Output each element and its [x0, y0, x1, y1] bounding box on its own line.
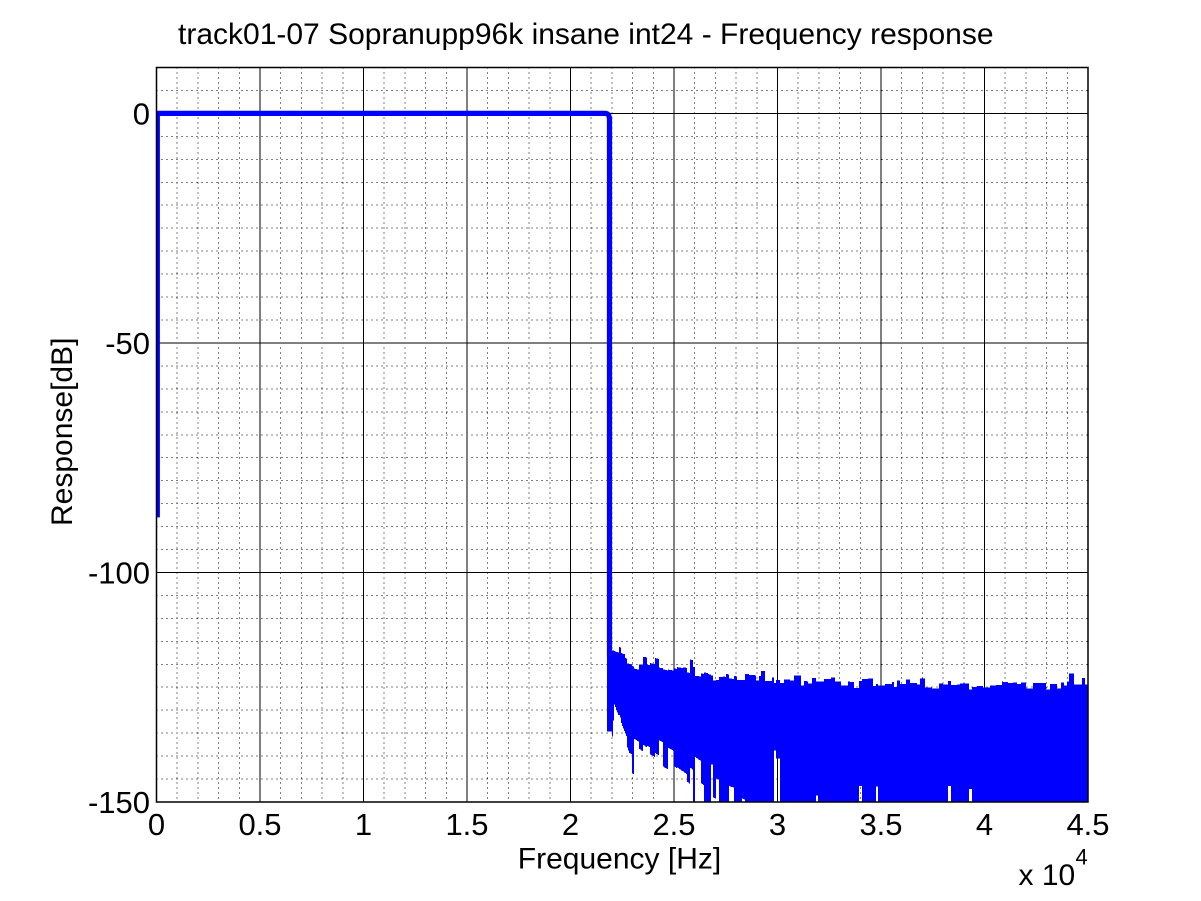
svg-text:-50: -50 — [105, 326, 150, 361]
svg-text:2: 2 — [562, 807, 579, 842]
svg-text:track01-07 Sopranupp96k insane: track01-07 Sopranupp96k insane int24 - F… — [178, 18, 994, 51]
svg-text:3: 3 — [769, 807, 786, 842]
svg-text:-150: -150 — [88, 785, 150, 820]
svg-text:4: 4 — [1076, 845, 1088, 870]
svg-text:Frequency [Hz]: Frequency [Hz] — [518, 843, 721, 876]
svg-text:2.5: 2.5 — [652, 807, 695, 842]
svg-text:3.5: 3.5 — [859, 807, 902, 842]
svg-text:Response[dB]: Response[dB] — [46, 338, 79, 526]
svg-text:0: 0 — [133, 96, 150, 131]
svg-text:4: 4 — [976, 807, 993, 842]
svg-text:1: 1 — [355, 807, 372, 842]
svg-text:x 10: x 10 — [1019, 859, 1076, 892]
svg-text:1.5: 1.5 — [445, 807, 488, 842]
svg-text:4.5: 4.5 — [1066, 807, 1109, 842]
svg-text:0.5: 0.5 — [238, 807, 281, 842]
svg-text:0: 0 — [148, 807, 165, 842]
svg-text:-100: -100 — [88, 555, 150, 590]
